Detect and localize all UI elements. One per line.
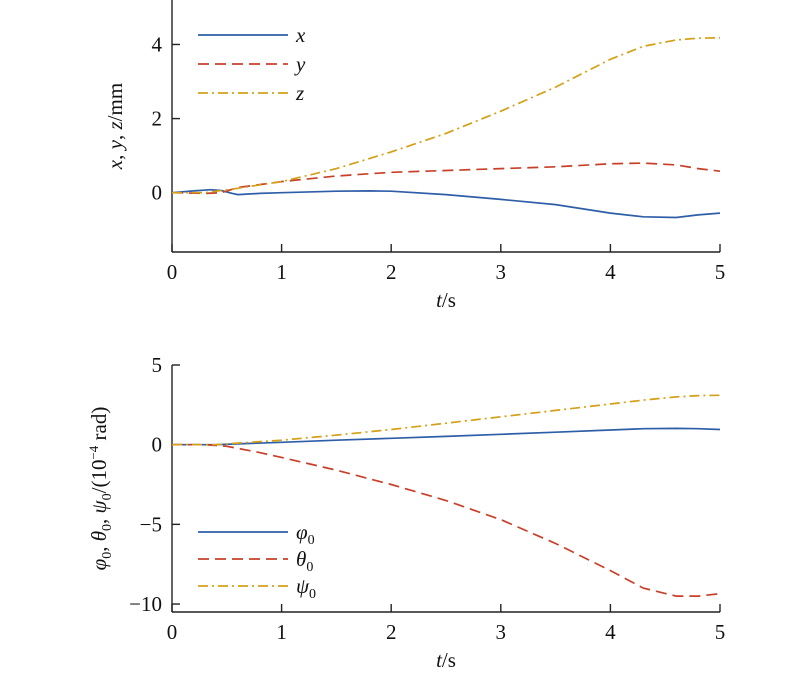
x-tick-label: 2: [386, 260, 397, 284]
x-tick-label: 0: [167, 620, 178, 644]
x-tick-label: 3: [496, 620, 507, 644]
series-line-y: [171, 162, 721, 195]
series-line-0: [172, 427, 721, 446]
legend-label: y: [294, 52, 306, 76]
series-line-z: [172, 36, 721, 194]
y-tick-label: 5: [152, 353, 163, 377]
y-axis-label: φ0, θ0, ψ0/(10−4 rad): [86, 407, 115, 571]
x-tick-label: 1: [276, 260, 287, 284]
x-tick-label: 3: [496, 260, 507, 284]
y-tick-label: −10: [129, 592, 162, 616]
legend-label: φ0: [296, 520, 315, 548]
x-tick-label: 4: [605, 260, 616, 284]
y-tick-label: 0: [152, 433, 163, 457]
x-tick-label: 2: [386, 620, 397, 644]
legend-label: z: [295, 81, 304, 105]
x-axis-label: t/s: [436, 288, 456, 312]
x-tick-label: 1: [276, 620, 287, 644]
y-tick-label: 4: [152, 32, 163, 56]
attitude-plot: 0 1 2 3 4 5 5 0 −5 −10 t/s φ0, θ0, ψ0/(10−4 rad) φ0θ…: [86, 353, 725, 672]
y-tick-label: 2: [152, 107, 163, 131]
series-line-0: [172, 443, 721, 597]
y-tick-label: 0: [152, 181, 163, 205]
legend-label: ψ0: [296, 574, 316, 602]
series-line-0: [172, 394, 721, 446]
x-tick-label: 4: [605, 620, 616, 644]
series-line-x: [171, 188, 721, 219]
legend-label: x: [295, 23, 306, 47]
legend-label: θ0: [296, 547, 313, 575]
x-tick-label: 5: [715, 260, 726, 284]
y-tick-label: −5: [140, 512, 162, 536]
x-axis-label: t/s: [436, 648, 456, 672]
x-tick-label: 5: [715, 620, 726, 644]
x-tick-label: 0: [167, 260, 178, 284]
position-plot: 0 1 2 3 4 5 0 2 4 t/s x, y, z/mm xyz: [103, 0, 725, 312]
y-axis-label: x, y, z/mm: [103, 83, 127, 170]
